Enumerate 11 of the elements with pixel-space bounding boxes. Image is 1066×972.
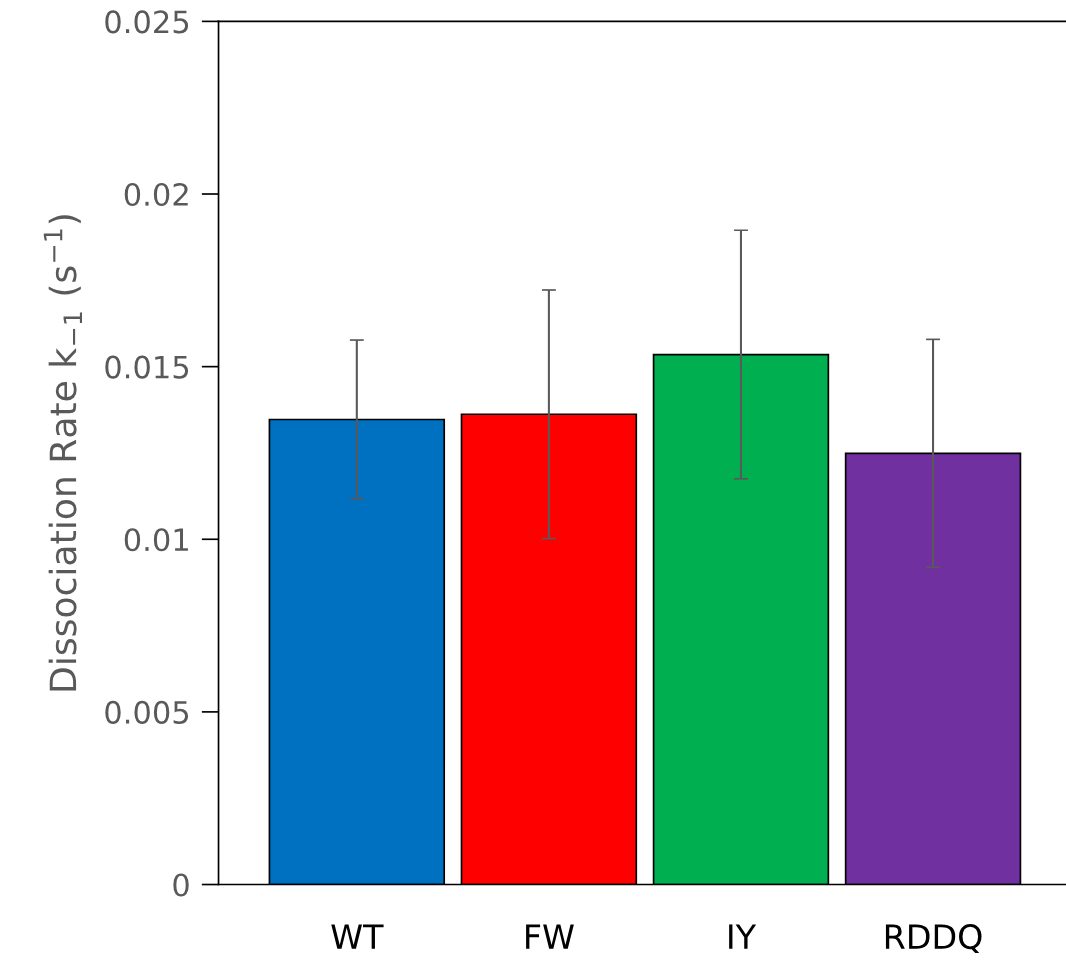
y-tick-label: 0 <box>173 873 189 897</box>
x-tick-label: WT <box>331 924 384 949</box>
y-axis-title: Dissociation Rate k$_{−1}$ (s$^{−1}$) <box>43 215 82 691</box>
y-tick-label: 0.025 <box>105 10 189 34</box>
y-tick-label: 0.01 <box>124 528 188 552</box>
x-tick-label: FW <box>526 924 574 949</box>
y-tick-label: 0.02 <box>124 182 188 207</box>
y-tick-label: 0.015 <box>105 355 189 379</box>
y-tick-label: 0.005 <box>105 700 189 724</box>
x-tick-label: IY <box>729 924 757 949</box>
x-tick-label: RDDQ <box>885 924 982 954</box>
